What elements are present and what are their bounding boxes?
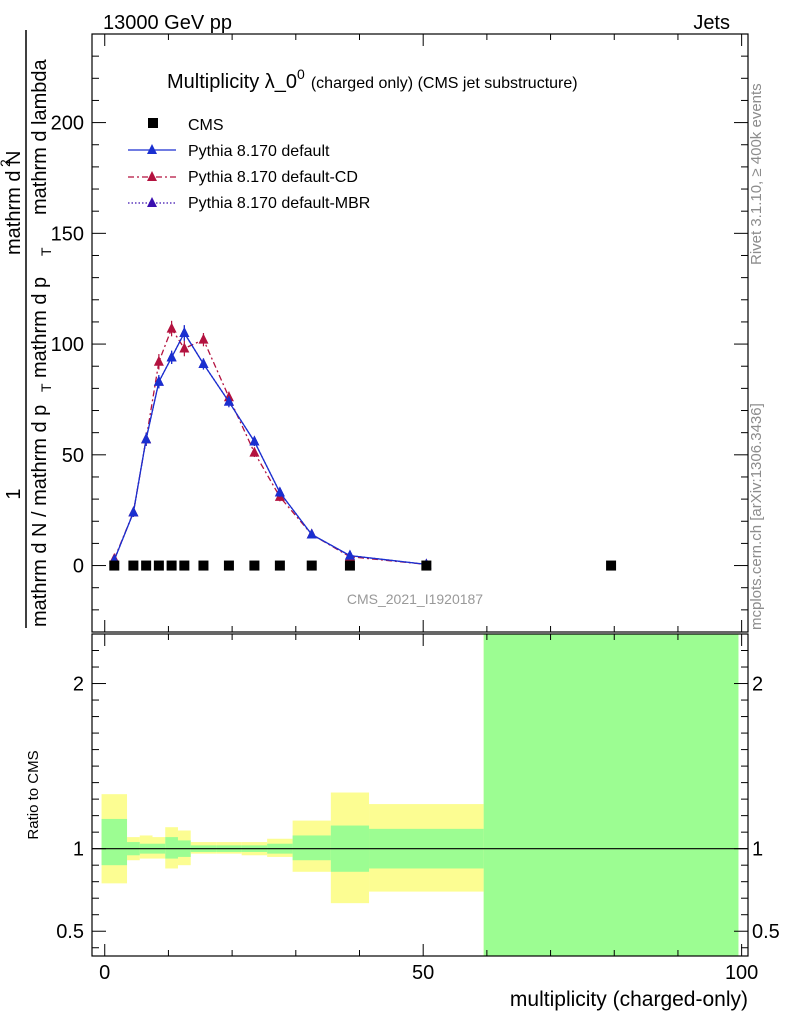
main-frame [91,33,749,633]
ratio-band-inner-10 [292,835,331,861]
series-0-point-3 [153,375,164,386]
xtick-label-2: 100 [725,962,758,984]
ratio-ytick-label-left-0: 0.5 [56,921,84,943]
series-0-point-7 [223,395,234,406]
series-0-point-8 [249,435,260,446]
series-0-point-5 [179,327,190,337]
cms-point-11 [344,560,355,571]
legend-cms-label: CMS [188,117,224,134]
legend-cd-label: Pythia 8.170 default-CD [188,169,358,186]
ratio-panel: 0 50 100 0.5 0.5 1 1 2 2 [56,633,780,984]
series-1-point-4 [166,322,177,333]
ylabel-numerator-pt-sub: T [38,247,54,256]
series-0-point-9 [274,486,285,497]
ylabel-denominator-sub: T [38,383,54,392]
series-1-point-5 [179,342,190,353]
ratio-ytick-label-right-1: 1 [752,839,763,861]
main-ylabel: 1 mathrm d N / mathrm d p T mathrm d N 2… [0,30,54,628]
cms-point-12 [421,560,432,571]
series-0-point-4 [166,351,177,362]
cms-point-1 [128,560,139,571]
series-line-2 [113,331,427,566]
analysis-watermark: CMS_2021_I1920187 [347,591,483,607]
legend-default-marker [147,144,157,154]
series-1-point-6 [198,333,209,344]
cms-point-0 [109,560,120,571]
series-1-point-8 [249,446,260,457]
ratio-ytick-label-right-0: 0.5 [752,921,780,943]
legend-default-label: Pythia 8.170 default [188,143,330,160]
ratio-band-inner-4 [165,837,178,859]
main-ytick-label-1: 50 [62,445,84,467]
main-ytick-label-4: 200 [51,113,84,135]
cms-point-7 [223,560,234,571]
main-ytick-label-3: 150 [51,223,84,245]
cms-point-6 [198,560,209,571]
cms-point-8 [249,560,260,571]
series-0-point-6 [198,358,209,369]
cms-point-2 [141,560,152,571]
ylabel-denominator: mathrm d N / mathrm d p [29,405,51,627]
ylabel-numerator-pt: mathrm d p [29,277,51,378]
ratio-ytick-label-left-2: 2 [73,674,84,696]
mcplots-watermark: mcplots.cern.ch [arXiv:1306.3436] [748,403,765,630]
ratio-band-inner-0 [101,818,128,866]
chart-title-main: Multiplicity λ_0 [167,71,297,93]
legend-cd-marker [147,171,157,181]
chart-subtitle: (charged only) (CMS jet substructure) [311,75,578,92]
cms-point-9 [274,560,285,571]
series-0-point-11 [344,549,355,560]
cms-point-3 [153,560,164,571]
xtick-label-1: 50 [412,962,434,984]
ratio-ytick-label-left-1: 1 [73,839,84,861]
legend: CMS Pythia 8.170 default Pythia 8.170 de… [128,117,370,212]
ratio-ylabel: Ratio to CMS [25,750,42,839]
series-1-point-3 [153,355,164,366]
xlabel: multiplicity (charged-only) [510,988,748,1011]
series-0-point-10 [306,528,317,539]
legend-mbr-marker [147,197,157,207]
category-label: Jets [693,12,730,34]
cms-point-4 [166,560,177,571]
chart-title-sup: 0 [297,66,305,82]
series-line-0 [113,331,427,566]
cms-point-10 [306,560,317,571]
cms-point-5 [179,560,190,571]
legend-cms-marker [148,118,158,128]
ylabel-one: 1 [3,488,25,499]
main-ytick-label-0: 0 [73,556,84,578]
energy-label: 13000 GeV pp [103,12,232,34]
main-ytick-label-2: 100 [51,334,84,356]
ylabel-numerator-sup: 2 [0,159,13,167]
ratio-ytick-label-right-2: 2 [752,674,763,696]
xtick-label-0: 0 [99,962,110,984]
series-0-point-2 [141,433,152,444]
legend-mbr-label: Pythia 8.170 default-MBR [188,195,370,212]
series-0-point-1 [128,506,139,517]
ratio-frame [91,633,749,957]
ylabel-numerator: mathrm d N [3,151,25,255]
cms-point-13 [606,560,617,571]
main-panel: 0 50 100 150 200 [51,33,749,633]
rivet-watermark: Rivet 3.1.10, ≥ 400k events [748,83,765,265]
ratio-band-inner-13 [483,634,739,956]
chart-title: Multiplicity λ_00 (charged only) (CMS jet… [167,66,578,93]
ylabel-numerator-lambda: mathrm d lambda [29,59,51,215]
